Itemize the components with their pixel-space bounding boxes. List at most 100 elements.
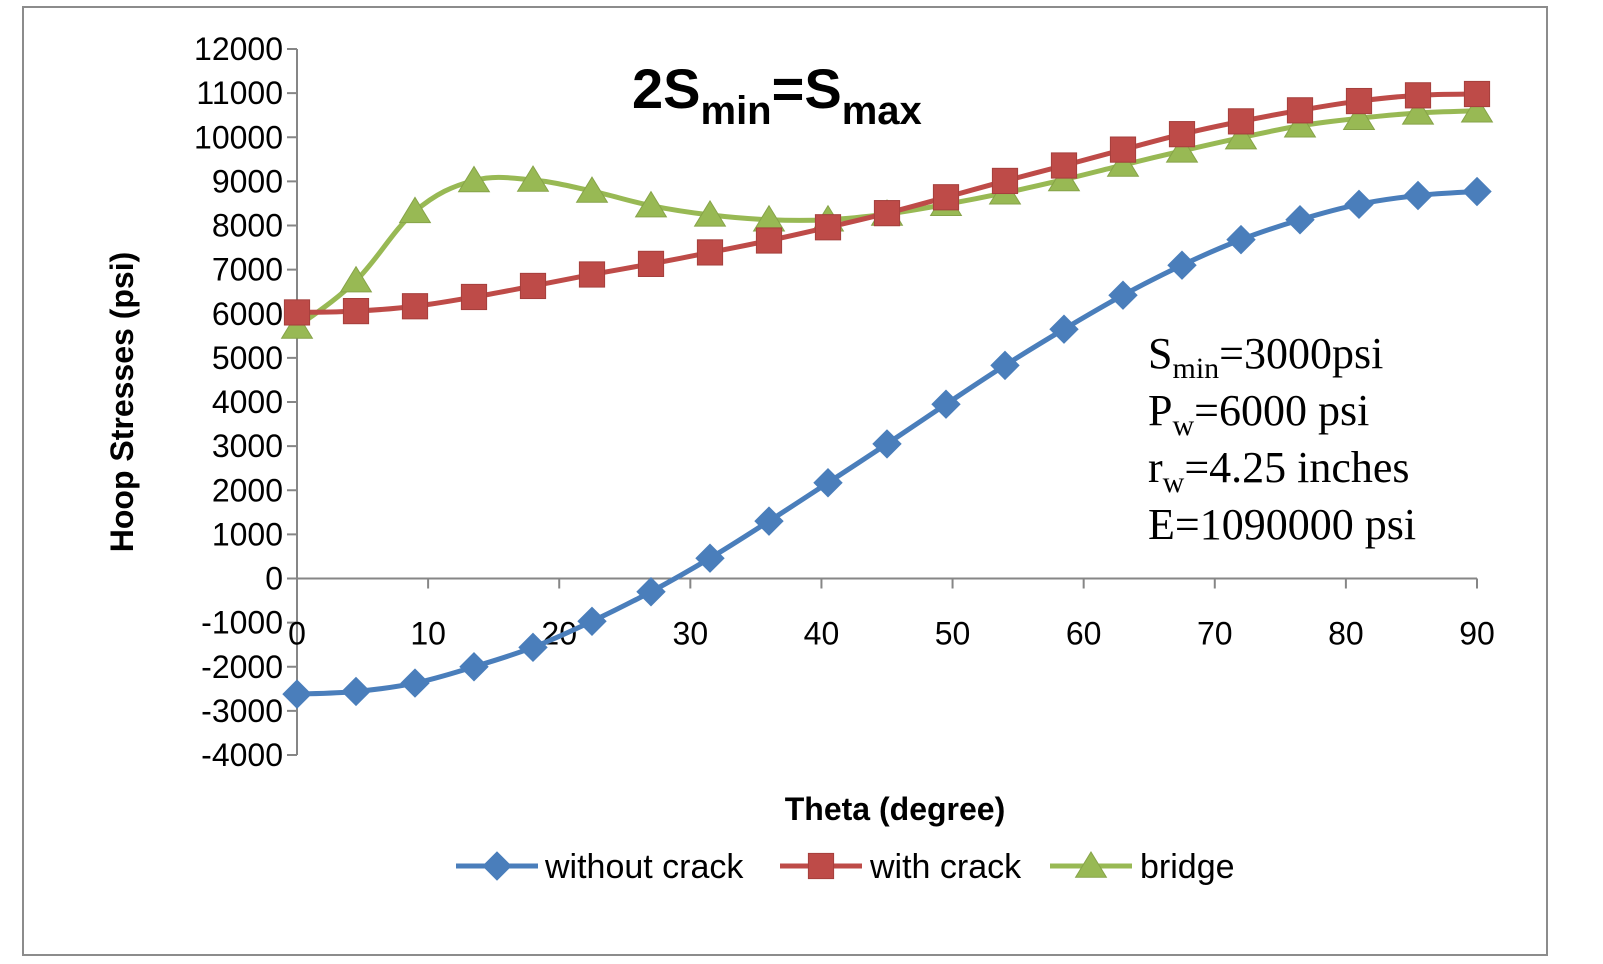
data-point-without-crack bbox=[872, 429, 902, 459]
data-point-with-crack bbox=[283, 299, 311, 326]
data-point-bridge bbox=[1106, 150, 1140, 177]
data-point-without-crack bbox=[1403, 180, 1433, 211]
data-point-without-crack bbox=[931, 389, 961, 419]
series-layer bbox=[280, 80, 1494, 709]
data-point-without-crack bbox=[400, 668, 430, 698]
data-point-bridge bbox=[693, 199, 727, 227]
data-point-bridge bbox=[634, 190, 668, 218]
data-point-without-crack bbox=[1167, 250, 1197, 280]
x-tick-label: 50 bbox=[935, 616, 971, 652]
data-point-without-crack bbox=[577, 606, 607, 637]
x-tick-label: 10 bbox=[410, 616, 446, 652]
data-point-with-crack bbox=[401, 293, 429, 320]
data-point-bridge bbox=[398, 196, 432, 224]
data-point-without-crack bbox=[1049, 314, 1079, 344]
x-axis-title: Theta (degree) bbox=[785, 791, 1005, 827]
legend-label-with-crack: with crack bbox=[869, 848, 1022, 886]
y-tick-label: -3000 bbox=[201, 693, 283, 729]
y-tick-label: 10000 bbox=[194, 119, 283, 155]
annotation-line: rw=4.25 inches bbox=[1148, 443, 1410, 499]
y-tick-label: 11000 bbox=[196, 75, 283, 111]
data-point-without-crack bbox=[813, 468, 843, 498]
x-tick-label: 80 bbox=[1328, 616, 1364, 652]
data-point-without-crack bbox=[990, 350, 1020, 381]
data-point-with-crack bbox=[696, 239, 724, 266]
data-point-with-crack bbox=[1227, 108, 1255, 135]
data-point-with-crack bbox=[578, 261, 606, 288]
data-point-without-crack bbox=[1462, 176, 1492, 207]
data-point-bridge bbox=[457, 165, 491, 193]
data-point-bridge bbox=[1401, 98, 1435, 125]
data-point-without-crack bbox=[459, 652, 489, 682]
chart-frame bbox=[22, 6, 1548, 956]
x-tick-label: 40 bbox=[804, 616, 840, 652]
data-point-bridge bbox=[1165, 135, 1199, 163]
data-point-without-crack bbox=[1344, 189, 1374, 220]
y-tick-label: 2000 bbox=[212, 472, 283, 508]
data-point-with-crack bbox=[1463, 80, 1491, 108]
data-point-bridge bbox=[516, 165, 550, 192]
data-point-with-crack bbox=[342, 298, 370, 325]
x-tick-label: 30 bbox=[673, 616, 709, 652]
x-tick-label: 0 bbox=[288, 616, 306, 652]
chart-title: 2Smin=Smax bbox=[632, 57, 922, 133]
data-point-with-crack bbox=[1404, 82, 1432, 109]
annotation-line: Smin=3000psi bbox=[1148, 329, 1383, 385]
data-point-without-crack bbox=[1108, 280, 1138, 310]
y-axis-title: Hoop Stresses (psi) bbox=[104, 252, 140, 553]
y-tick-label: 5000 bbox=[212, 340, 283, 376]
data-point-without-crack bbox=[1226, 224, 1256, 255]
y-tick-label: 7000 bbox=[212, 252, 283, 288]
annotation-line: E=1090000 psi bbox=[1148, 500, 1416, 549]
y-tick-label: -2000 bbox=[201, 649, 283, 685]
x-tick-label: 70 bbox=[1197, 616, 1233, 652]
data-point-without-crack bbox=[754, 506, 784, 536]
x-tick-label: 20 bbox=[541, 616, 577, 652]
legend-entry-bridge: bridge bbox=[1050, 848, 1235, 886]
x-tick-label: 60 bbox=[1066, 616, 1102, 652]
x-tick-label: 90 bbox=[1459, 616, 1495, 652]
legend-marker-with-crack bbox=[807, 852, 835, 880]
data-point-bridge bbox=[1224, 122, 1258, 150]
data-point-with-crack bbox=[1286, 97, 1314, 124]
y-tick-label: -4000 bbox=[201, 737, 283, 773]
title-mid: =S bbox=[772, 57, 842, 120]
y-tick-label: -1000 bbox=[201, 605, 283, 641]
data-point-bridge bbox=[1283, 110, 1317, 138]
y-tick-label: 8000 bbox=[212, 208, 283, 244]
data-point-with-crack bbox=[755, 227, 783, 254]
data-point-bridge bbox=[1342, 103, 1376, 130]
data-point-with-crack bbox=[814, 214, 842, 241]
y-tick-label: 3000 bbox=[212, 428, 283, 464]
y-tick-label: 4000 bbox=[212, 384, 283, 420]
series-without-crack bbox=[282, 176, 1492, 709]
data-point-with-crack bbox=[460, 283, 488, 311]
data-point-with-crack bbox=[991, 167, 1019, 195]
y-tick-label: 1000 bbox=[212, 516, 283, 552]
data-point-with-crack bbox=[1345, 87, 1373, 115]
y-tick-label: 6000 bbox=[212, 296, 283, 332]
data-point-with-crack bbox=[1050, 152, 1078, 179]
data-point-bridge bbox=[1460, 95, 1494, 123]
legend: without crack with crack bridge bbox=[456, 848, 1235, 886]
data-point-with-crack bbox=[1109, 136, 1137, 163]
title-base: 2S bbox=[632, 57, 701, 120]
data-point-without-crack bbox=[636, 577, 666, 607]
title-sub-max: max bbox=[842, 89, 922, 133]
legend-entry-with-crack: with crack bbox=[780, 848, 1022, 886]
data-point-without-crack bbox=[518, 632, 548, 663]
series-with-crack bbox=[283, 80, 1491, 326]
legend-entry-without-crack: without crack bbox=[456, 848, 744, 886]
data-point-without-crack bbox=[695, 543, 725, 573]
legend-label-without-crack: without crack bbox=[544, 848, 744, 886]
data-point-with-crack bbox=[1168, 121, 1196, 148]
legend-marker-without-crack bbox=[482, 851, 512, 881]
data-point-bridge bbox=[575, 176, 609, 203]
data-point-bridge bbox=[280, 312, 314, 339]
y-tick-label: 9000 bbox=[212, 163, 283, 199]
data-point-without-crack bbox=[282, 679, 312, 709]
legend-marker-bridge bbox=[1074, 851, 1108, 878]
title-sub-min: min bbox=[701, 89, 772, 133]
data-point-with-crack bbox=[637, 250, 665, 277]
